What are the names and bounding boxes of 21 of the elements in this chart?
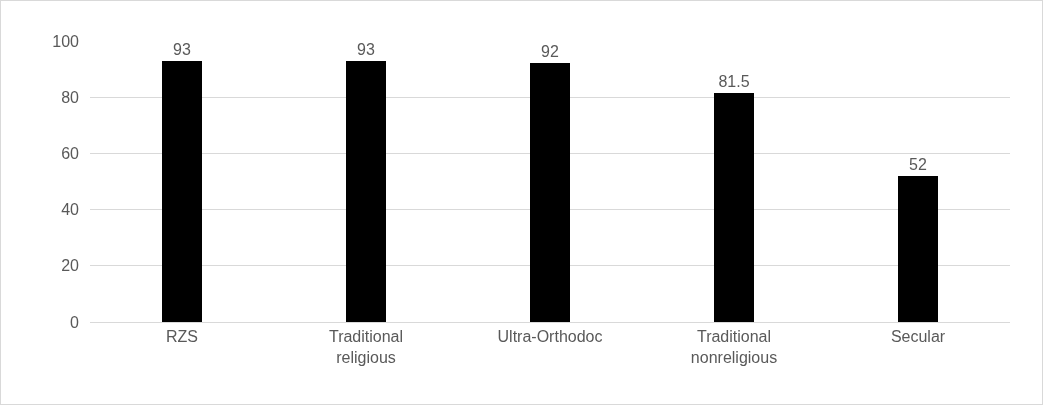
x-tick-label: Traditional religious — [328, 328, 404, 366]
y-tick-label: 40 — [61, 201, 80, 219]
x-tick-label: RZS — [166, 328, 198, 346]
bar — [530, 63, 570, 322]
data-label: 93 — [357, 41, 375, 58]
bar — [714, 93, 754, 322]
bar — [162, 61, 202, 322]
data-label: 92 — [541, 43, 559, 60]
data-label: 93 — [173, 41, 191, 58]
y-tick-label: 60 — [61, 145, 80, 162]
y-tick-label: 0 — [70, 313, 80, 331]
y-tick-label: 20 — [61, 257, 80, 275]
x-tick-label: Traditional nonreligious — [690, 328, 778, 366]
bar — [346, 61, 386, 322]
data-label: 81.5 — [718, 73, 750, 90]
x-tick-label: Secular — [890, 328, 946, 346]
y-tick-label: 80 — [61, 88, 80, 106]
data-label: 52 — [909, 156, 927, 173]
y-tick-label: 100 — [52, 32, 80, 50]
bar — [898, 176, 938, 322]
x-tick-label: Ultra-Orthodoc — [497, 328, 603, 346]
